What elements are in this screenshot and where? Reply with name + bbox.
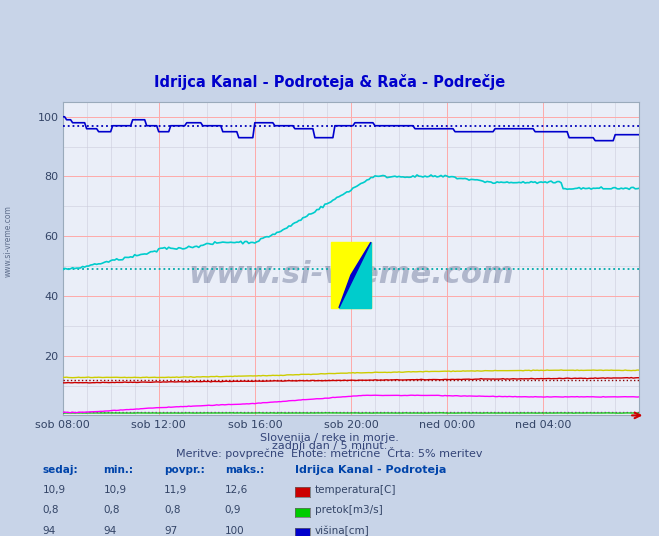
Text: pretok[m3/s]: pretok[m3/s] — [315, 505, 383, 516]
Text: 94: 94 — [43, 526, 56, 536]
Text: 11,9: 11,9 — [164, 485, 187, 495]
Text: Idrijca Kanal - Podroteja & Rača - Podrečje: Idrijca Kanal - Podroteja & Rača - Podre… — [154, 73, 505, 90]
Text: 0,8: 0,8 — [164, 505, 181, 516]
Text: www.si-vreme.com: www.si-vreme.com — [4, 205, 13, 277]
Text: 10,9: 10,9 — [43, 485, 66, 495]
Text: 0,8: 0,8 — [103, 505, 120, 516]
Text: Idrijca Kanal - Podroteja: Idrijca Kanal - Podroteja — [295, 465, 447, 475]
Text: 10,9: 10,9 — [103, 485, 127, 495]
Text: Meritve: povprečne  Enote: metrične  Črta: 5% meritev: Meritve: povprečne Enote: metrične Črta:… — [176, 446, 483, 459]
Text: Slovenija / reke in morje.: Slovenija / reke in morje. — [260, 433, 399, 443]
Text: temperatura[C]: temperatura[C] — [315, 485, 397, 495]
Text: zadnji dan / 5 minut.: zadnji dan / 5 minut. — [272, 441, 387, 451]
Bar — [331, 242, 371, 308]
Text: min.:: min.: — [103, 465, 134, 475]
Text: maks.:: maks.: — [225, 465, 264, 475]
Polygon shape — [339, 242, 371, 308]
Text: 12,6: 12,6 — [225, 485, 248, 495]
Text: sedaj:: sedaj: — [43, 465, 78, 475]
Text: povpr.:: povpr.: — [164, 465, 205, 475]
Text: www.si-vreme.com: www.si-vreme.com — [188, 260, 514, 289]
Text: 0,9: 0,9 — [225, 505, 241, 516]
Polygon shape — [339, 242, 371, 308]
Text: višina[cm]: višina[cm] — [315, 525, 370, 536]
Text: 100: 100 — [225, 526, 244, 536]
Text: 94: 94 — [103, 526, 117, 536]
Text: 97: 97 — [164, 526, 177, 536]
Text: 0,8: 0,8 — [43, 505, 59, 516]
